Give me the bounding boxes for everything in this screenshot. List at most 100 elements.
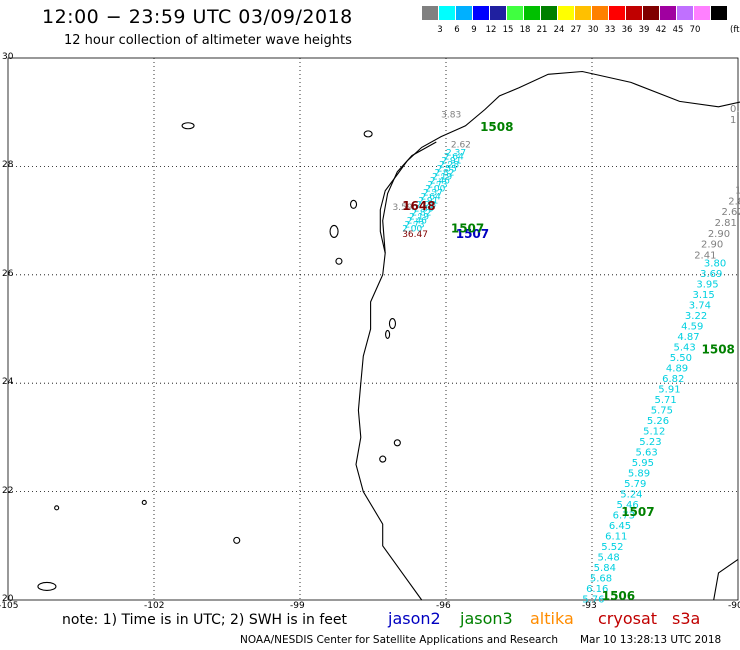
wave-height-value: 0.: [730, 104, 740, 115]
orbit-label-jason3: 1508: [480, 120, 513, 134]
legend-unit: (ft): [730, 25, 740, 35]
wave-height-value: 5.23: [639, 437, 661, 448]
lon-tick-label: -105: [0, 601, 19, 611]
legend-swatch: [711, 6, 727, 20]
wave-height-value: 2.64: [444, 153, 464, 163]
lake-outline: [393, 439, 401, 447]
wave-height-value: 3.59: [392, 203, 412, 213]
orbit-label-jason3: 1507: [451, 222, 484, 236]
wave-height-value: 2.55: [414, 204, 434, 214]
wave-height-value: 2.28: [416, 200, 436, 210]
wave-height-value: 2.41: [694, 251, 716, 262]
wave-height-value: 2.90: [708, 229, 730, 240]
legend-label: 6: [454, 25, 460, 35]
lon-tick-label: -102: [144, 601, 165, 611]
wave-height-value: 4.87: [677, 332, 699, 343]
wave-height-value: 3.69: [700, 269, 722, 280]
timestamp-text: Mar 10 13:28:13 UTC 2018: [580, 634, 722, 646]
wave-height-value: 5.63: [635, 448, 657, 459]
wave-height-value: 2.64: [421, 192, 441, 202]
lake-outline: [335, 257, 343, 265]
wave-height-value: 2.37: [446, 149, 466, 159]
legend-label: 33: [604, 25, 616, 35]
wave-height-value: 2.62: [721, 207, 740, 218]
page-subtitle: 12 hour collection of altimeter wave hei…: [64, 33, 352, 48]
wave-height-value: 5.95: [632, 458, 654, 469]
lat-tick-label: 26: [2, 268, 14, 279]
wave-height-value: 2.62: [451, 140, 471, 150]
satellite-key-jason2: jason2: [388, 609, 441, 628]
legend-label: 18: [519, 25, 531, 35]
lat-tick-label: 24: [2, 377, 14, 388]
legend-swatch: [575, 6, 591, 20]
legend-label: 3: [437, 25, 443, 35]
legend-swatch: [660, 6, 676, 20]
legend-swatch: [694, 6, 710, 20]
legend-label: 39: [638, 25, 650, 35]
satellite-key-jason3: jason3: [460, 609, 513, 628]
wave-height-value: 2.00: [425, 185, 445, 195]
wave-height-value: 2.37: [423, 188, 443, 198]
wave-height-value: 5.89: [628, 469, 650, 480]
lat-tick-label: 20: [2, 594, 14, 604]
wave-height-value: 5.24: [620, 490, 642, 501]
wave-height-value: 5.48: [597, 553, 619, 564]
wave-height-value: 2.81: [715, 218, 737, 229]
legend-swatch: [643, 6, 659, 20]
credit-text: NOAA/NESDIS Center for Satellite Applica…: [240, 634, 558, 646]
wave-height-value: 6.73: [613, 511, 635, 522]
lake-outline: [329, 224, 339, 238]
legend-swatch: [456, 6, 472, 20]
legend-label: 21: [536, 25, 548, 35]
legend-swatch: [422, 6, 438, 20]
wave-height-value: 6.11: [605, 532, 627, 543]
wave-height-value: 2.73: [405, 220, 425, 230]
legend-swatch: [473, 6, 489, 20]
lon-tick-label: -93: [582, 601, 597, 611]
orbit-label-jason3: 1507: [621, 505, 654, 519]
wave-height-value: 4.59: [681, 322, 703, 333]
wave-height-value: 5.84: [594, 563, 616, 574]
lon-tick-label: -90: [728, 601, 740, 611]
legend-label: 70: [689, 25, 701, 35]
legend-swatch: [490, 6, 506, 20]
wave-height-value: 5.52: [601, 542, 623, 553]
wave-height-value: 1: [730, 115, 736, 126]
barrier-island: [382, 141, 437, 254]
wave-height-value: 3.15: [693, 290, 715, 301]
wave-height-value: 5.68: [590, 574, 612, 585]
legend-swatch: [609, 6, 625, 20]
legend-label: 42: [655, 25, 667, 35]
legend-swatch: [592, 6, 608, 20]
legend-swatch: [524, 6, 540, 20]
legend-swatch: [558, 6, 574, 20]
wave-height-value: 3.83: [441, 111, 461, 121]
wave-height-value: 5.79: [624, 479, 646, 490]
legend-swatch: [439, 6, 455, 20]
wave-height-value: 2.28: [439, 161, 459, 171]
wave-height-value: 5.71: [655, 395, 677, 406]
legend-label: 27: [570, 25, 582, 35]
satellite-key-altika: altika: [530, 609, 574, 628]
lon-tick-label: -99: [290, 601, 305, 611]
wave-height-value: 2.82: [434, 169, 454, 179]
orbit-label-jason3: 1508: [702, 342, 735, 356]
legend-label: 45: [672, 25, 684, 35]
wave-height-value: 2.73: [428, 181, 448, 191]
lake-outline: [349, 199, 358, 209]
wave-height-value: 5.43: [674, 343, 696, 354]
wave-height-value: 5.26: [647, 416, 669, 427]
legend-label: 12: [485, 25, 497, 35]
wave-height-value: 2.19: [432, 173, 452, 183]
wave-height-value: 5.76: [582, 595, 604, 606]
satellite-key-cryosat: cryosat: [598, 609, 658, 628]
wave-height-value: 1.93: [735, 186, 740, 197]
wave-height-value: 6.82: [662, 374, 684, 385]
lon-tick-label: -96: [436, 601, 451, 611]
wave-height-value: 6.45: [609, 521, 631, 532]
lake-outline: [388, 318, 397, 330]
wave-height-value: 3.80: [704, 259, 726, 270]
wave-height-value: 5.91: [658, 385, 680, 396]
legend-label: 9: [471, 25, 477, 35]
